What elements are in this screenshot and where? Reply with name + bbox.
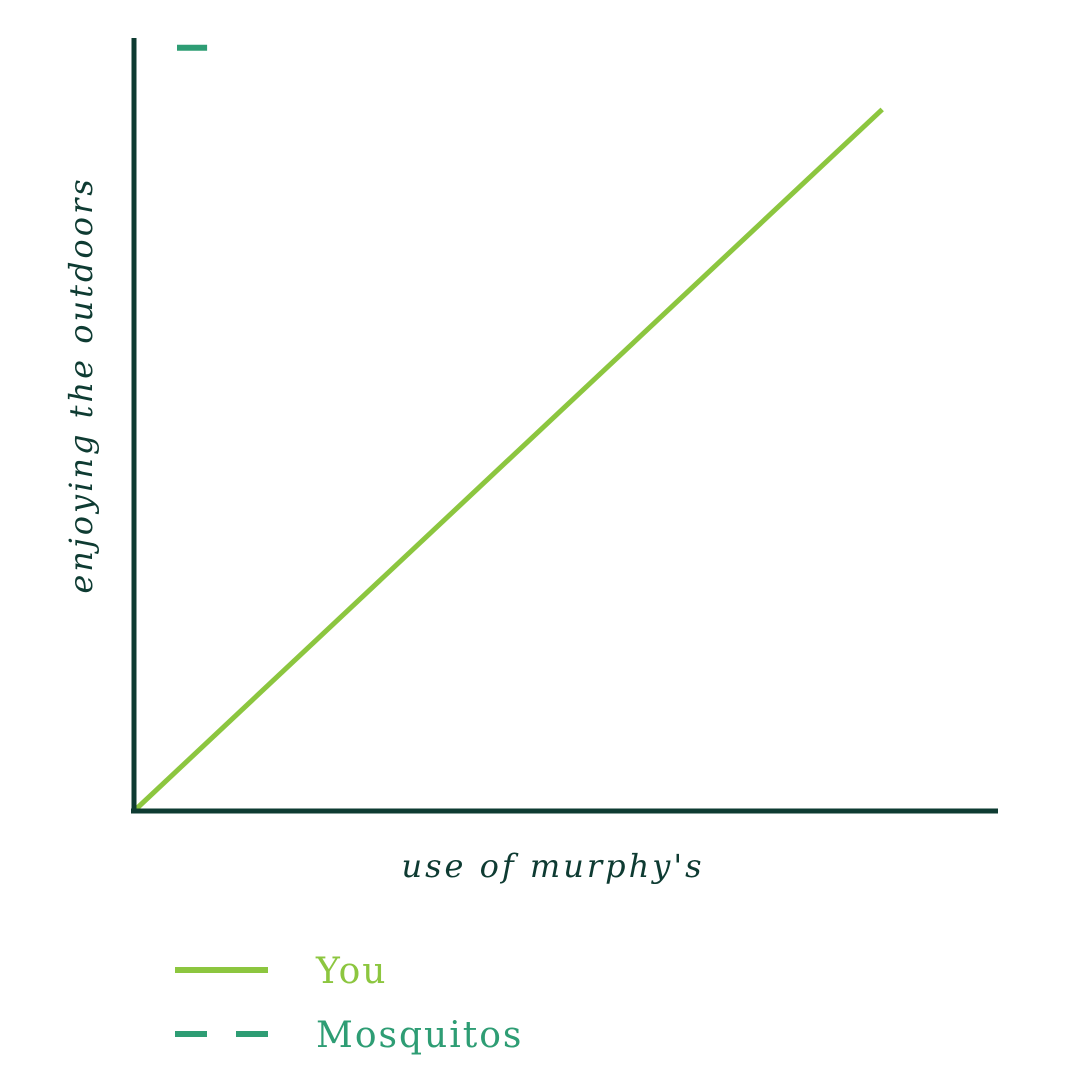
legend-label-you: You bbox=[315, 951, 388, 992]
x-axis-title: use of murphy's bbox=[401, 847, 704, 885]
legend: You Mosquitos bbox=[175, 951, 523, 1056]
series-line-you bbox=[132, 107, 884, 813]
legend-label-mosquitos: Mosquitos bbox=[316, 1015, 523, 1056]
y-axis-title: enjoying the outdoors bbox=[62, 176, 100, 593]
series-layer bbox=[132, 44, 884, 813]
